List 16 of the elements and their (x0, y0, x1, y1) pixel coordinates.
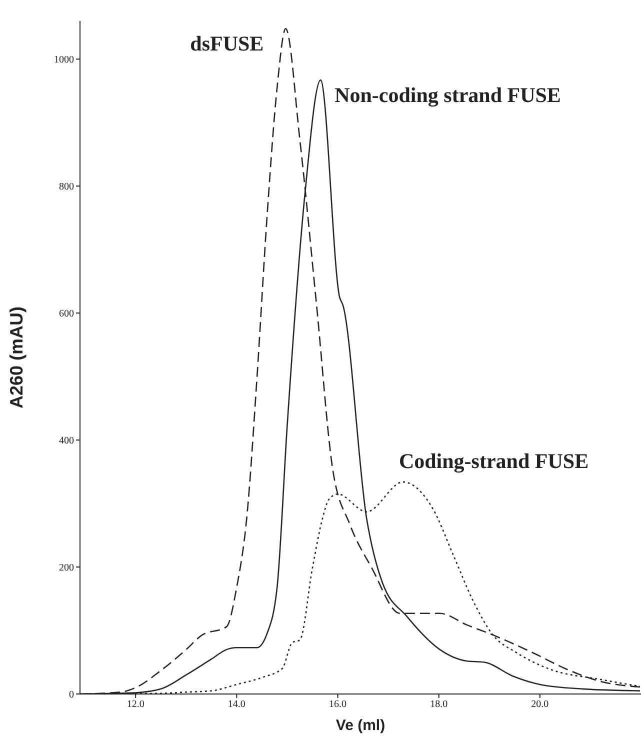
x-tick-label: 18.0 (430, 699, 448, 710)
series-label: Coding-strand FUSE (398, 448, 589, 473)
series-label: dsFUSE (190, 32, 264, 56)
y-tick-label: 200 (59, 562, 74, 574)
y-axis-title: A260 (mAU) (6, 306, 26, 409)
x-tick-label: 16.0 (329, 699, 347, 710)
y-tick-label: 400 (59, 436, 74, 447)
y-tick-label: 800 (59, 182, 74, 193)
x-tick-label: 20.0 (531, 699, 549, 710)
x-tick-label: 12.0 (126, 699, 144, 710)
y-tick-label: 0 (69, 690, 74, 701)
y-tick-label: 600 (59, 308, 74, 320)
series-label: Non-coding strand FUSE (334, 83, 561, 108)
y-tick-label: 1000 (54, 54, 74, 66)
x-tick-label: 14.0 (228, 699, 246, 710)
x-axis-title: Ve (ml) (336, 717, 386, 734)
